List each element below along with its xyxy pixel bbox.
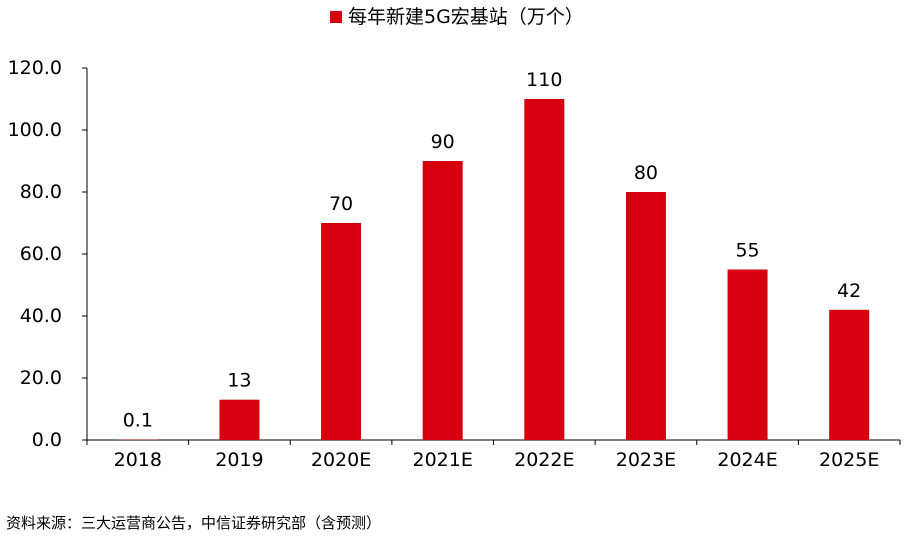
- data-label: 90: [431, 131, 455, 153]
- bar: [219, 399, 260, 440]
- legend-label: 每年新建5G宏基站（万个）: [348, 6, 584, 28]
- source-note: 资料来源：三大运营商公告，中信证券研究部（含预测）: [6, 514, 382, 532]
- y-tick-label: 80.0: [20, 181, 62, 203]
- bar-chart: 0.0 20.0 40.0 60.0 80.0 100.0 120.0 0.1 2018 13 20…: [8, 57, 901, 471]
- x-tick-label: 2025E: [819, 449, 879, 471]
- data-label: 42: [837, 280, 861, 302]
- bar: [727, 269, 768, 440]
- bar: [829, 309, 870, 440]
- data-label: 55: [735, 240, 759, 262]
- bar: [422, 161, 463, 440]
- data-label: 0.1: [123, 410, 153, 432]
- x-tick-label: 2024E: [717, 449, 777, 471]
- bar: [524, 99, 565, 440]
- chart-legend: 每年新建5G宏基站（万个）: [330, 6, 584, 28]
- y-tick-label: 60.0: [20, 243, 62, 265]
- y-tick-label: 100.0: [8, 119, 62, 141]
- bar: [625, 192, 666, 440]
- bar: [321, 223, 362, 440]
- legend-swatch: [330, 11, 342, 23]
- x-tick-label: 2020E: [311, 449, 371, 471]
- data-label: 70: [329, 193, 353, 215]
- data-label: 80: [634, 162, 658, 184]
- x-tick-label: 2022E: [514, 449, 574, 471]
- x-tick-label: 2023E: [616, 449, 676, 471]
- data-label: 110: [526, 69, 562, 91]
- y-tick-label: 40.0: [20, 305, 62, 327]
- y-tick-label: 20.0: [20, 367, 62, 389]
- x-tick-label: 2018: [114, 449, 162, 471]
- y-tick-label: 120.0: [8, 57, 62, 79]
- x-tick-label: 2019: [215, 449, 263, 471]
- x-tick-label: 2021E: [413, 449, 473, 471]
- y-tick-label: 0.0: [32, 429, 62, 451]
- data-label: 13: [227, 370, 251, 392]
